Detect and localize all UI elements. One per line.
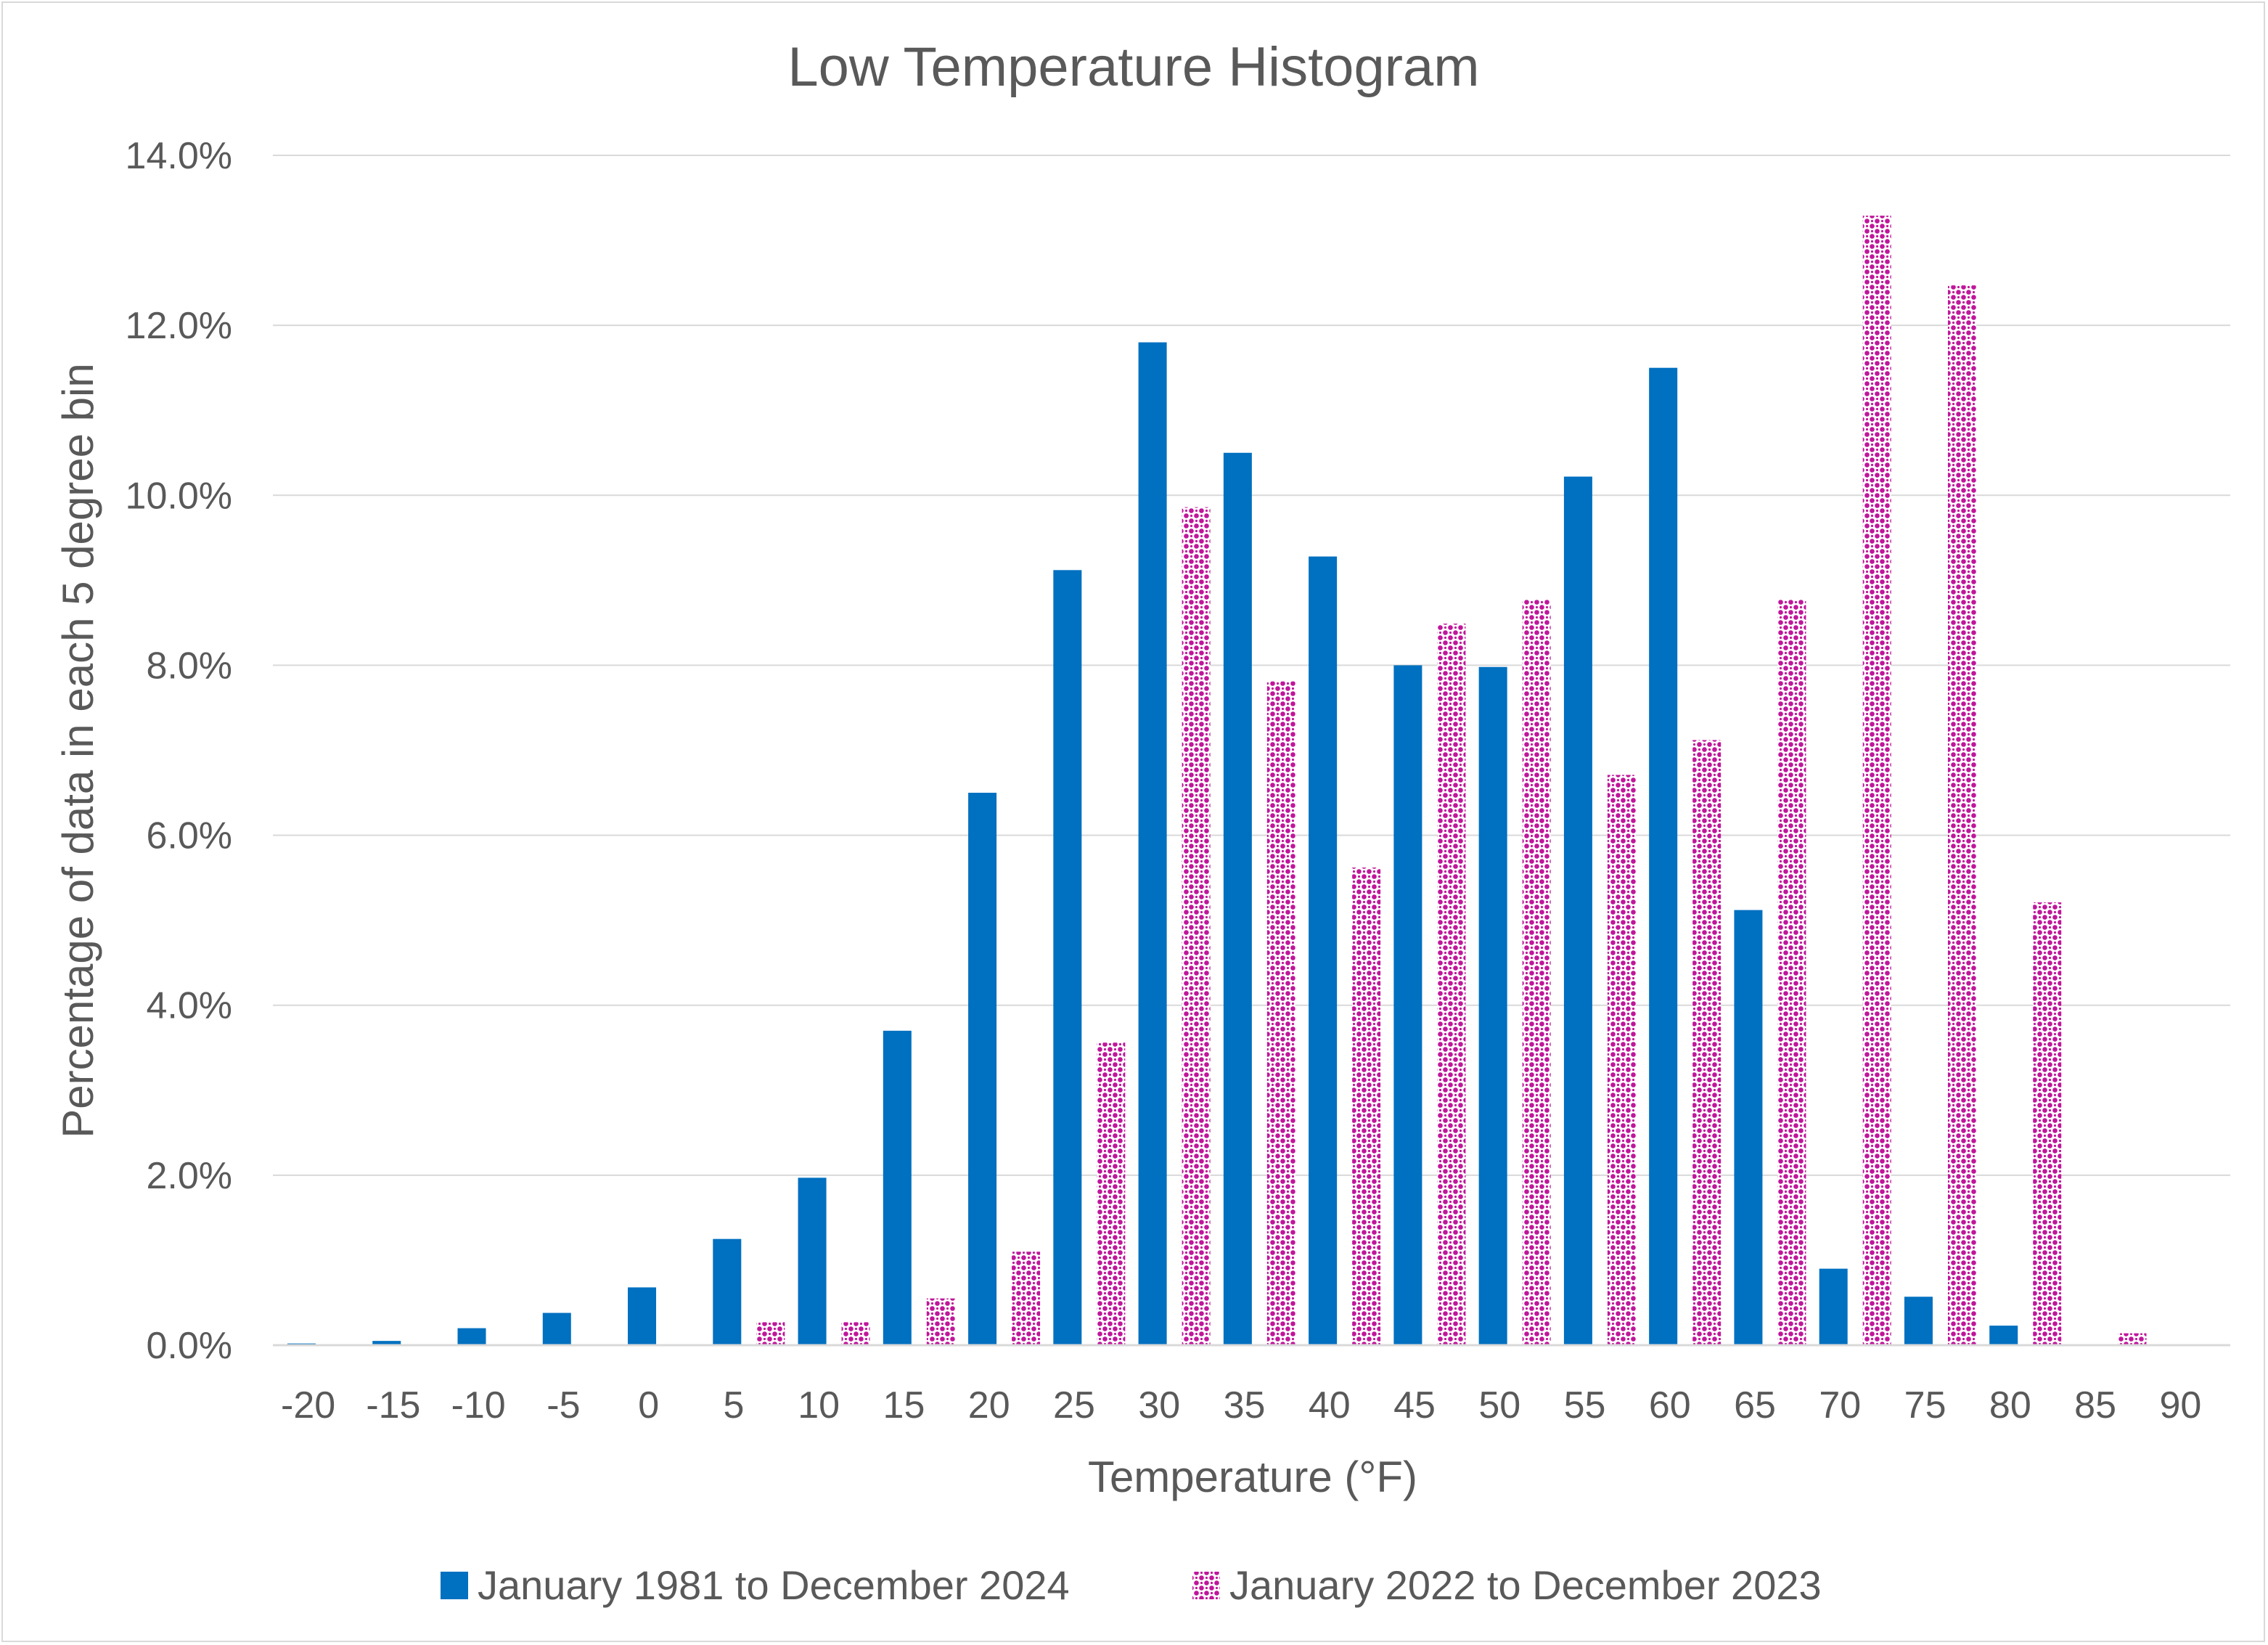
bar-series-2-5 xyxy=(756,1322,785,1345)
x-tick-label: 85 xyxy=(2074,1384,2116,1426)
bar-series-2-10 xyxy=(841,1322,870,1345)
bar-series-2-30 xyxy=(1182,507,1211,1345)
bar-series-2-40 xyxy=(1352,868,1381,1345)
bar-series-1-30 xyxy=(1138,342,1167,1345)
bars xyxy=(287,216,2147,1346)
x-tick-label: 30 xyxy=(1138,1384,1180,1426)
x-tick-label: 90 xyxy=(2159,1384,2201,1426)
x-tick-label: -20 xyxy=(281,1384,335,1426)
y-tick-label: 6.0% xyxy=(146,815,232,857)
bar-series-2-25 xyxy=(1097,1042,1126,1345)
bar-series-1-65 xyxy=(1734,910,1763,1345)
x-tick-label: 35 xyxy=(1224,1384,1266,1426)
x-tick-label: 55 xyxy=(1564,1384,1606,1426)
y-tick-label: 0.0% xyxy=(146,1325,232,1367)
bar-series-2-75 xyxy=(1947,285,1976,1346)
x-tick-label: -10 xyxy=(451,1384,506,1426)
y-tick-label: 8.0% xyxy=(146,645,232,687)
bar-series-1-45 xyxy=(1393,665,1422,1345)
bar-series-1-25 xyxy=(1053,570,1082,1345)
x-tick-label: 60 xyxy=(1649,1384,1691,1426)
bar-series-1-40 xyxy=(1309,556,1338,1345)
chart-title: Low Temperature Histogram xyxy=(787,36,1479,98)
x-tick-label: 5 xyxy=(723,1384,744,1426)
legend: January 1981 to December 2024 January 20… xyxy=(441,1562,1822,1608)
x-tick-label: 0 xyxy=(638,1384,659,1426)
bar-series-2-80 xyxy=(2033,902,2062,1345)
bar-series-2-35 xyxy=(1266,681,1295,1345)
bar-series-2-45 xyxy=(1437,624,1466,1345)
bar-series-2-15 xyxy=(926,1298,955,1345)
bar-series-1-60 xyxy=(1649,367,1678,1345)
bar-series-2-55 xyxy=(1607,775,1636,1345)
x-tick-label: 50 xyxy=(1478,1384,1520,1426)
y-axis-label: Percentage of data in each 5 degree bin xyxy=(54,363,102,1138)
x-axis-ticks: -20 -15 -10 -5 0 5 10 15 20 25 30 35 40 45 50 55 60 65 70 7… xyxy=(281,1384,2201,1426)
legend-label-series-2: January 2022 to December 2023 xyxy=(1229,1562,1822,1608)
y-tick-label: 4.0% xyxy=(146,985,232,1027)
y-tick-label: 2.0% xyxy=(146,1155,232,1197)
bar-series-1-20 xyxy=(968,793,997,1345)
bar-series-1-75 xyxy=(1904,1297,1933,1345)
x-tick-label: 20 xyxy=(968,1384,1010,1426)
legend-swatch-series-1 xyxy=(441,1572,468,1599)
y-tick-label: 10.0% xyxy=(126,475,232,517)
x-tick-label: 65 xyxy=(1734,1384,1776,1426)
legend-label-series-1: January 1981 to December 2024 xyxy=(478,1562,1070,1608)
x-tick-label: 75 xyxy=(1904,1384,1946,1426)
x-tick-label: 15 xyxy=(883,1384,925,1426)
x-tick-label: -5 xyxy=(546,1384,580,1426)
bar-series-1--10 xyxy=(457,1328,486,1345)
y-tick-label: 14.0% xyxy=(126,135,232,177)
bar-series-2-20 xyxy=(1012,1252,1041,1345)
bar-series-1-5 xyxy=(713,1238,742,1345)
bar-series-2-50 xyxy=(1522,600,1551,1345)
y-axis-ticks: 0.0% 2.0% 4.0% 6.0% 8.0% 10.0% 12.0% 14.0% xyxy=(126,135,232,1367)
bar-series-1-55 xyxy=(1563,476,1592,1345)
bar-series-1-0 xyxy=(628,1287,657,1345)
x-axis-label: Temperature (°F) xyxy=(1088,1453,1417,1501)
bar-series-2-85 xyxy=(2118,1333,2147,1345)
x-tick-label: 25 xyxy=(1053,1384,1095,1426)
bar-series-1-10 xyxy=(798,1177,827,1345)
bar-series-1--5 xyxy=(542,1313,571,1345)
bar-series-1-50 xyxy=(1478,666,1507,1345)
x-tick-label: 80 xyxy=(1989,1384,2031,1426)
bar-series-1-80 xyxy=(1989,1326,2018,1345)
x-tick-label: -15 xyxy=(366,1384,420,1426)
legend-swatch-series-2 xyxy=(1192,1572,1220,1599)
y-tick-label: 12.0% xyxy=(126,305,232,347)
x-tick-label: 70 xyxy=(1819,1384,1861,1426)
bar-series-1-35 xyxy=(1223,452,1252,1345)
bar-series-2-70 xyxy=(1862,216,1891,1345)
bar-series-1-70 xyxy=(1819,1268,1848,1345)
bar-series-1-15 xyxy=(883,1030,912,1345)
x-tick-label: 40 xyxy=(1309,1384,1351,1426)
bar-series-2-65 xyxy=(1777,600,1806,1345)
x-tick-label: 45 xyxy=(1393,1384,1436,1426)
bar-series-1--15 xyxy=(372,1341,401,1345)
bar-series-2-60 xyxy=(1692,740,1722,1345)
x-tick-label: 10 xyxy=(798,1384,840,1426)
